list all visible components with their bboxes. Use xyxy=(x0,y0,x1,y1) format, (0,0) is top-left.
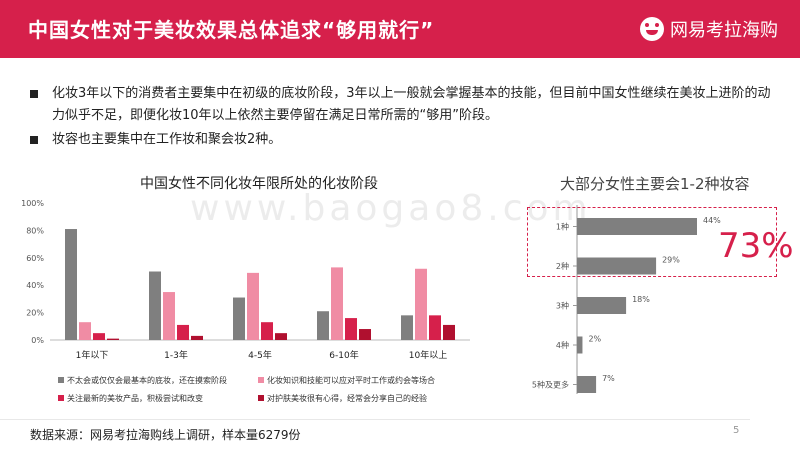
legend-entry: 对护肤美妆很有心得，经常会分享自己的经验 xyxy=(267,393,427,403)
callout-percentage: 73% xyxy=(718,226,794,266)
stage-bar xyxy=(331,267,343,340)
makeup-count-bar xyxy=(577,218,697,235)
x-tick-label: 10年以上 xyxy=(409,349,447,361)
legend-swatch xyxy=(258,377,264,383)
stage-bar xyxy=(443,324,455,340)
data-label: 44% xyxy=(703,216,721,225)
legend-swatch xyxy=(58,377,64,383)
brand-logo-text: 网易考拉海购 xyxy=(670,20,778,41)
stage-bar xyxy=(191,335,203,340)
y-tick-label: 60% xyxy=(26,254,44,263)
bullet-item: 妆容也主要集中在工作妆和聚会妆2种。 xyxy=(30,129,775,151)
koala-logo-icon xyxy=(640,17,664,41)
makeup-count-chart-title: 大部分女性主要会1-2种妆容 xyxy=(560,175,750,193)
makeup-count-bar xyxy=(577,257,657,275)
stage-bar xyxy=(163,292,175,340)
stage-bar xyxy=(359,329,371,340)
makeup-count-bar xyxy=(577,336,583,354)
stage-bar xyxy=(177,324,189,340)
data-label: 7% xyxy=(602,374,615,383)
makeup-count-bar xyxy=(577,376,597,393)
page-number: 5 xyxy=(733,425,740,436)
legend-entry: 不太会或仅仅会最基本的底妆，还在摸索阶段 xyxy=(67,375,227,385)
brand-logo: 网易考拉海购 xyxy=(640,15,778,43)
stage-bar xyxy=(345,318,357,340)
stage-bar xyxy=(317,311,329,340)
y-tick-label: 40% xyxy=(26,281,44,290)
footer-divider xyxy=(0,419,750,420)
data-label: 29% xyxy=(662,256,680,265)
header-bar: 中国女性对于美妆效果总体追求“够用就行” 网易考拉海购 xyxy=(0,0,800,58)
y-tick-label: 0% xyxy=(31,336,44,345)
callout-box xyxy=(527,207,777,277)
stage-bar xyxy=(149,271,161,340)
summary-bullets: 化妆3年以下的消费者主要集中在初级的底妆阶段，3年以上一般就会掌握基本的技能，但… xyxy=(30,83,775,151)
legend-swatch xyxy=(58,395,64,401)
y-tick-label: 100% xyxy=(21,199,44,208)
x-tick-label: 6-10年 xyxy=(329,349,358,361)
stage-bar xyxy=(429,315,441,340)
stage-chart-title: 中国女性不同化妆年限所处的化妆阶段 xyxy=(140,176,378,192)
legend-swatch xyxy=(258,395,264,401)
bullet-item: 化妆3年以下的消费者主要集中在初级的底妆阶段，3年以上一般就会掌握基本的技能，但… xyxy=(30,83,775,127)
watermark: www.baogao8.com xyxy=(190,188,592,229)
x-tick-label: 1-3年 xyxy=(164,349,188,361)
stage-bar xyxy=(261,322,273,340)
stage-bar xyxy=(233,297,245,340)
stage-bar xyxy=(107,338,119,340)
legend-entry: 化妆知识和技能可以应对平时工作或约会等场合 xyxy=(267,375,435,385)
data-label: 18% xyxy=(632,295,650,304)
stage-bar xyxy=(247,272,259,340)
stage-bar xyxy=(79,322,91,340)
category-label: 1种 xyxy=(556,222,569,232)
stage-bar xyxy=(65,229,77,340)
stage-bar xyxy=(415,268,427,340)
stage-bar xyxy=(401,315,413,340)
stage-bar xyxy=(93,333,105,340)
category-label: 3种 xyxy=(556,301,569,311)
stage-bar xyxy=(275,333,287,340)
data-source-note: 数据来源：网易考拉海购线上调研，样本量6279份 xyxy=(30,428,301,442)
legend-entry: 关注最新的美妆产品，积极尝试和改变 xyxy=(67,393,203,403)
category-label: 5种及更多 xyxy=(532,380,569,390)
category-label: 2种 xyxy=(556,261,569,271)
makeup-count-bar xyxy=(577,297,627,314)
x-tick-label: 4-5年 xyxy=(248,349,272,361)
y-tick-label: 20% xyxy=(26,309,44,318)
x-tick-label: 1年以下 xyxy=(76,349,109,361)
y-tick-label: 80% xyxy=(26,226,44,235)
category-label: 4种 xyxy=(556,340,569,350)
page-title: 中国女性对于美妆效果总体追求“够用就行” xyxy=(28,18,435,42)
data-label: 2% xyxy=(588,335,601,344)
